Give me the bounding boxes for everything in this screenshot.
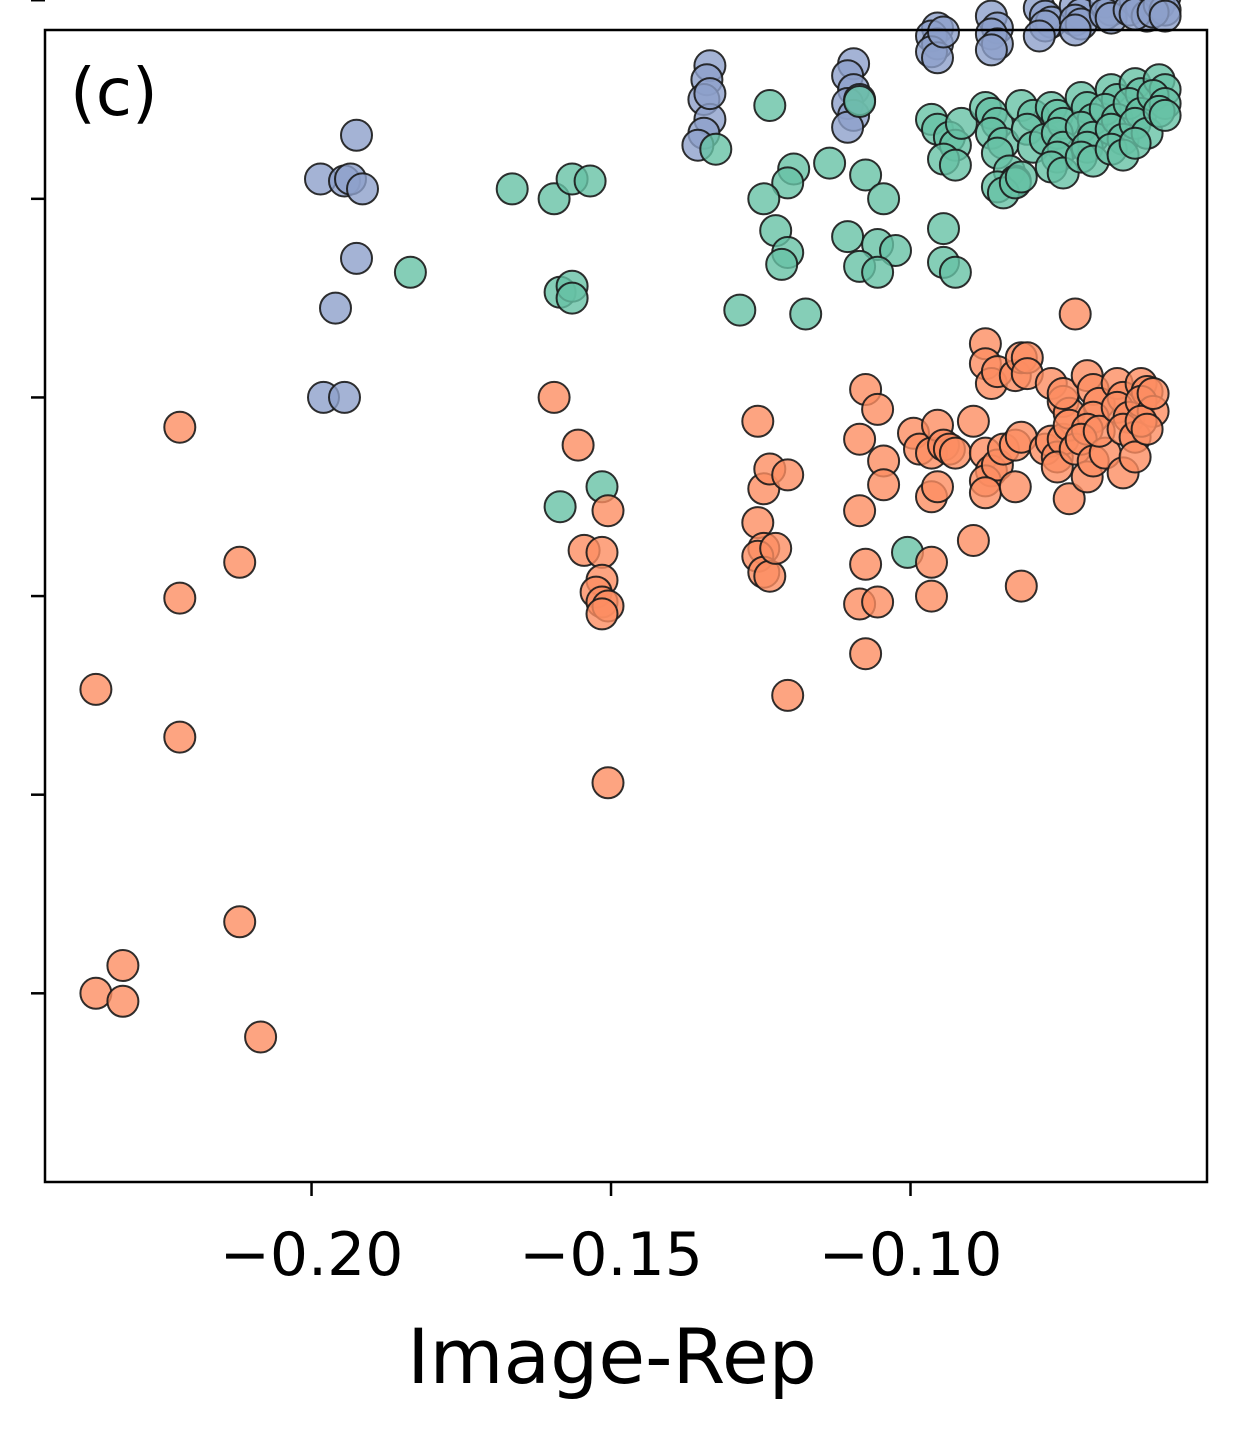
scatter-point-green-14 [747, 182, 781, 216]
plot-frame [43, 28, 1209, 1184]
scatter-point-orange-11 [561, 428, 595, 462]
scatter-point-blue-38 [1022, 19, 1056, 53]
scatter-point-green-24 [831, 220, 865, 254]
scatter-point-orange-72 [998, 470, 1032, 504]
scatter-point-orange-38 [849, 547, 883, 581]
scatter-point-green-18 [723, 293, 757, 327]
scatter-point-orange-62 [956, 524, 990, 557]
scatter-point-green-26 [879, 234, 912, 267]
scatter-point-green-20 [813, 146, 847, 180]
scatter-point-orange-109 [1130, 412, 1164, 446]
scatter-point-green-21 [843, 85, 877, 118]
scatter-point-green-93 [1148, 98, 1182, 132]
scatter-point-orange-41 [849, 637, 883, 671]
scatter-point-orange-61 [968, 476, 1002, 510]
scatter-point-orange-8 [106, 984, 140, 1018]
scatter-point-green-3 [573, 164, 607, 198]
scatter-point-orange-20 [591, 766, 625, 800]
scatter-point-green-0 [495, 172, 529, 206]
scatter-point-green-87 [1118, 126, 1152, 160]
scatter-point-blue-5 [340, 241, 373, 275]
scatter-point-blue-3 [346, 172, 379, 206]
x-axis-title: Image-Rep [407, 1312, 817, 1401]
scatter-point-orange-53 [956, 404, 990, 438]
scatter-point-orange-10 [537, 380, 571, 414]
scatter-point-green-7 [555, 281, 589, 315]
scatter-point-green-17 [765, 247, 799, 281]
scatter-point-orange-103 [1118, 440, 1152, 474]
scatter-point-orange-110 [1136, 377, 1170, 410]
scatter-point-orange-0 [79, 672, 113, 706]
scatter-point-green-28 [861, 255, 895, 289]
scatter-point-orange-37 [843, 494, 877, 528]
scatter-point-green-19 [789, 297, 823, 331]
x-tick-label-0: −0.20 [220, 1220, 404, 1290]
scatter-point-orange-51 [915, 545, 948, 579]
scatter-point-orange-78 [1052, 482, 1086, 516]
scatter-point-orange-14 [585, 535, 619, 569]
scatter-point-orange-63 [1004, 569, 1038, 603]
points-layer [79, 0, 1182, 1054]
scatter-point-blue-8 [328, 380, 361, 414]
scatter-point-orange-9 [244, 1020, 278, 1054]
scatter-point-green-39 [938, 255, 972, 289]
scatter-point-green-13 [771, 166, 805, 200]
scatter-point-green-9 [543, 490, 577, 524]
scatter-point-green-51 [1004, 160, 1038, 194]
scatter-point-blue-28 [927, 15, 960, 49]
scatter-point-blue-33 [974, 33, 1008, 67]
scatter-point-orange-36 [867, 468, 901, 502]
scatter-point-blue-4 [340, 118, 373, 152]
x-tick-label-1: −0.15 [519, 1220, 703, 1290]
ticks-layer: −0.20 −0.15 −0.10 [31, 0, 1002, 1290]
scatter-point-blue-57 [1148, 0, 1182, 33]
scatter-point-orange-50 [921, 470, 954, 504]
scatter-point-green-35 [938, 148, 972, 182]
scatter-point-orange-27 [753, 559, 787, 593]
scatter-point-orange-3 [163, 720, 197, 754]
scatter-point-orange-21 [741, 404, 775, 438]
panel-label: (c) [70, 54, 158, 131]
scatter-point-green-11 [753, 89, 787, 122]
scatter-point-orange-31 [771, 678, 805, 712]
scatter-point-orange-33 [861, 392, 895, 426]
scatter-point-blue-15 [693, 77, 727, 111]
scatter-point-orange-1 [163, 410, 197, 444]
scatter-point-orange-12 [591, 494, 625, 528]
scatter-point-orange-48 [938, 436, 972, 470]
scatter-point-green-23 [867, 182, 901, 216]
scatter-point-blue-6 [319, 291, 352, 325]
scatter-point-green-37 [927, 212, 960, 246]
scatter-point-orange-28 [759, 531, 793, 565]
scatter-point-orange-40 [861, 585, 895, 619]
scatter-point-orange-19 [585, 597, 619, 631]
scatter-point-orange-30 [771, 458, 805, 492]
scatter-point-green-36 [944, 106, 978, 140]
scatter-point-orange-52 [915, 579, 948, 613]
scatter-point-orange-5 [223, 905, 257, 939]
scatter-point-orange-7 [106, 949, 140, 982]
scatter-point-orange-34 [843, 422, 877, 456]
scatter-point-green-4 [393, 255, 427, 289]
x-tick-label-2: −0.10 [819, 1220, 1003, 1290]
scatter-point-green-22 [849, 158, 883, 192]
scatter-point-orange-85 [1058, 297, 1092, 331]
scatter-point-green-10 [699, 132, 733, 166]
scatter-point-orange-2 [163, 581, 197, 615]
scatter-point-orange-4 [223, 545, 257, 579]
